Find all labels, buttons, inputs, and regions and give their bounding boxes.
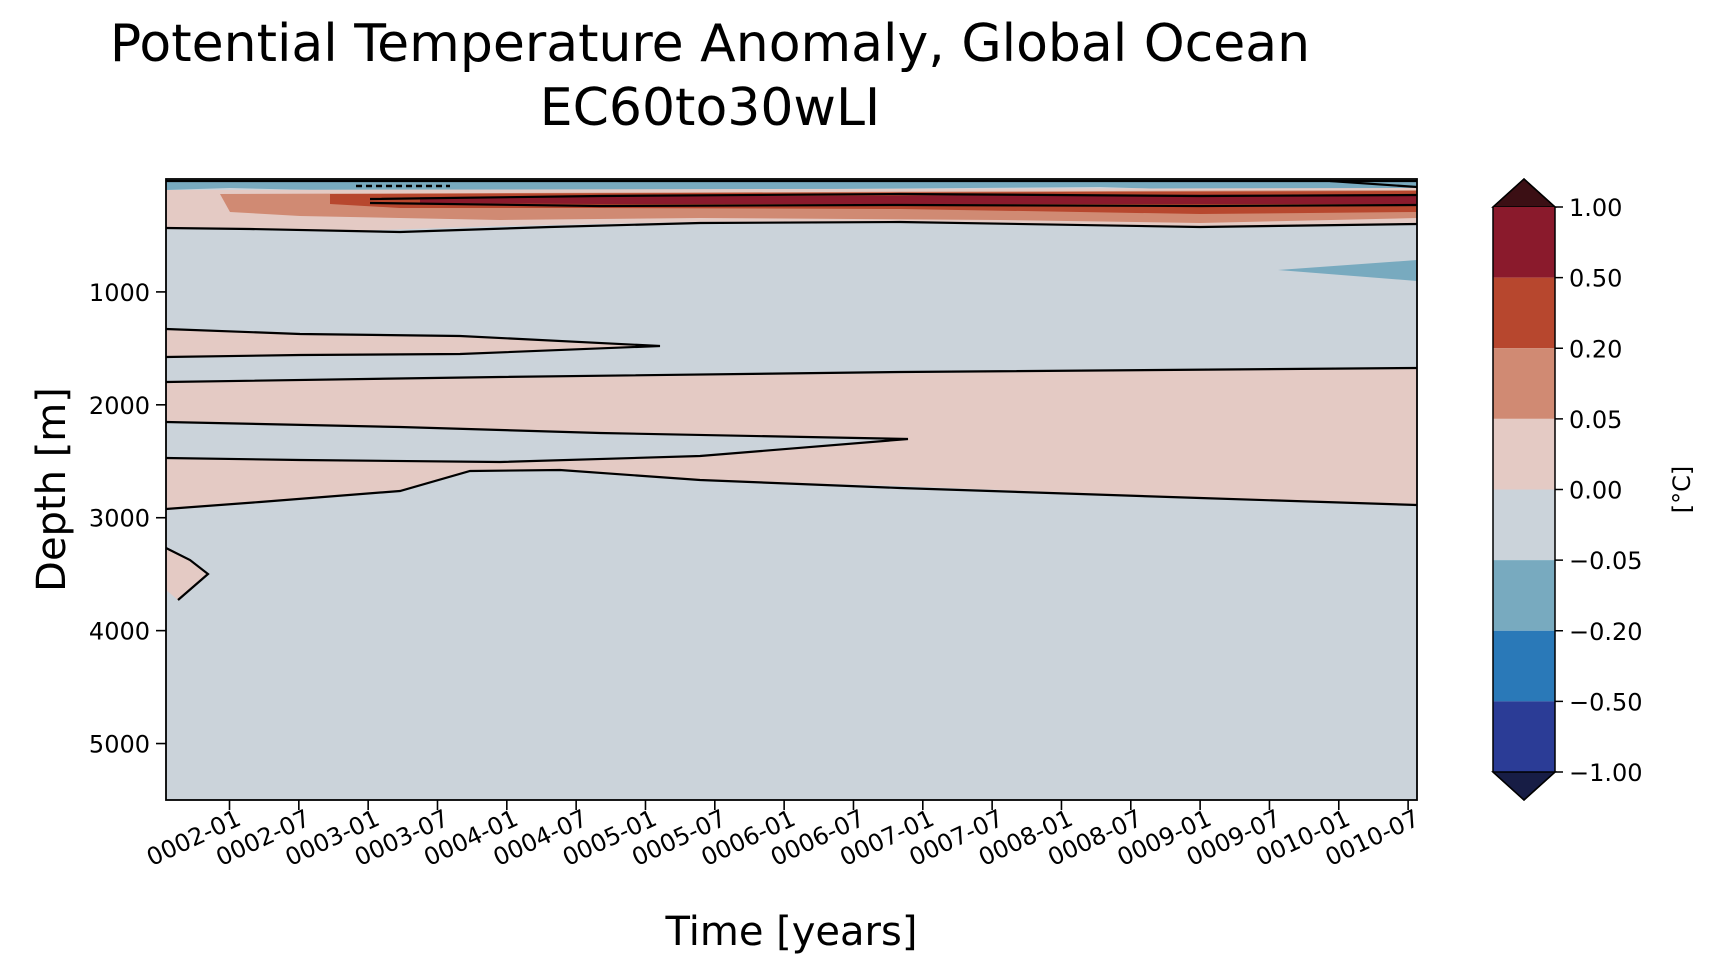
colorbar-segment: [1493, 348, 1555, 419]
colorbar-tick-label: −0.05: [1569, 547, 1643, 575]
contour-line: [165, 366, 1418, 384]
colorbar-tick-label: 0.05: [1569, 406, 1622, 434]
contour-line: [165, 420, 909, 464]
colorbar-label: [°C]: [1668, 466, 1696, 513]
plot-frame: [165, 178, 1418, 801]
region-cool-patch-800m: [1278, 260, 1417, 281]
contour-line: [369, 192, 1418, 201]
colorbar-extend-bottom: [1491, 771, 1557, 802]
region-cool-near-surface: [166, 181, 1417, 198]
colorbar-segment: [1493, 560, 1555, 631]
y-tick-label: 4000: [89, 618, 150, 646]
colorbar-segment: [1493, 630, 1555, 702]
y-axis: 1000 2000 3000 4000 5000: [89, 279, 166, 759]
colorbar-tick-label: −0.50: [1569, 688, 1643, 716]
x-axis-label: Time [years]: [665, 909, 918, 955]
colorbar-segment: [1493, 207, 1555, 278]
region-cool-tongue-2300m: [166, 422, 908, 462]
contour-line: [165, 547, 210, 601]
x-axis: 0002-010002-070003-010003-070004-010004-…: [142, 800, 1424, 872]
colorbar-tick-label: −0.20: [1569, 618, 1643, 646]
colorbar-segment: [1493, 489, 1555, 561]
colorbar-tick-label: 0.20: [1569, 335, 1622, 363]
region-warm-patch-3500m: [166, 548, 208, 600]
colorbar-segment: [1493, 277, 1555, 349]
y-tick-label: 5000: [89, 731, 150, 759]
contour-line: [165, 468, 1418, 511]
y-axis-label: Depth [m]: [29, 387, 75, 592]
y-tick-label: 3000: [89, 505, 150, 533]
colorbar-tick-label: 1.00: [1569, 194, 1622, 222]
colorbar-tick-label: −1.00: [1569, 759, 1643, 787]
contour-line: [165, 327, 661, 359]
contour-line: [369, 201, 1418, 208]
colorbar-tick-label: 0.00: [1569, 477, 1622, 505]
contour-line: [165, 220, 1418, 234]
y-tick-label: 2000: [89, 392, 150, 420]
y-tick-label: 1000: [89, 279, 150, 307]
plot-area: [165, 178, 1418, 801]
colorbar-tick-label: 0.50: [1569, 265, 1622, 293]
chart-subtitle: EC60to30wLI: [539, 78, 881, 138]
colorbar-segment: [1493, 701, 1555, 772]
colorbar: 1.00 0.50 0.20 0.05 0.00 −0.05 −0.20 −0.50 −1.00: [1491, 177, 1643, 802]
chart-title: Potential Temperature Anomaly, Global Oc…: [109, 14, 1311, 74]
contour-line: [1329, 179, 1418, 189]
colorbar-extend-top: [1491, 177, 1557, 208]
colorbar-segment: [1493, 418, 1555, 490]
